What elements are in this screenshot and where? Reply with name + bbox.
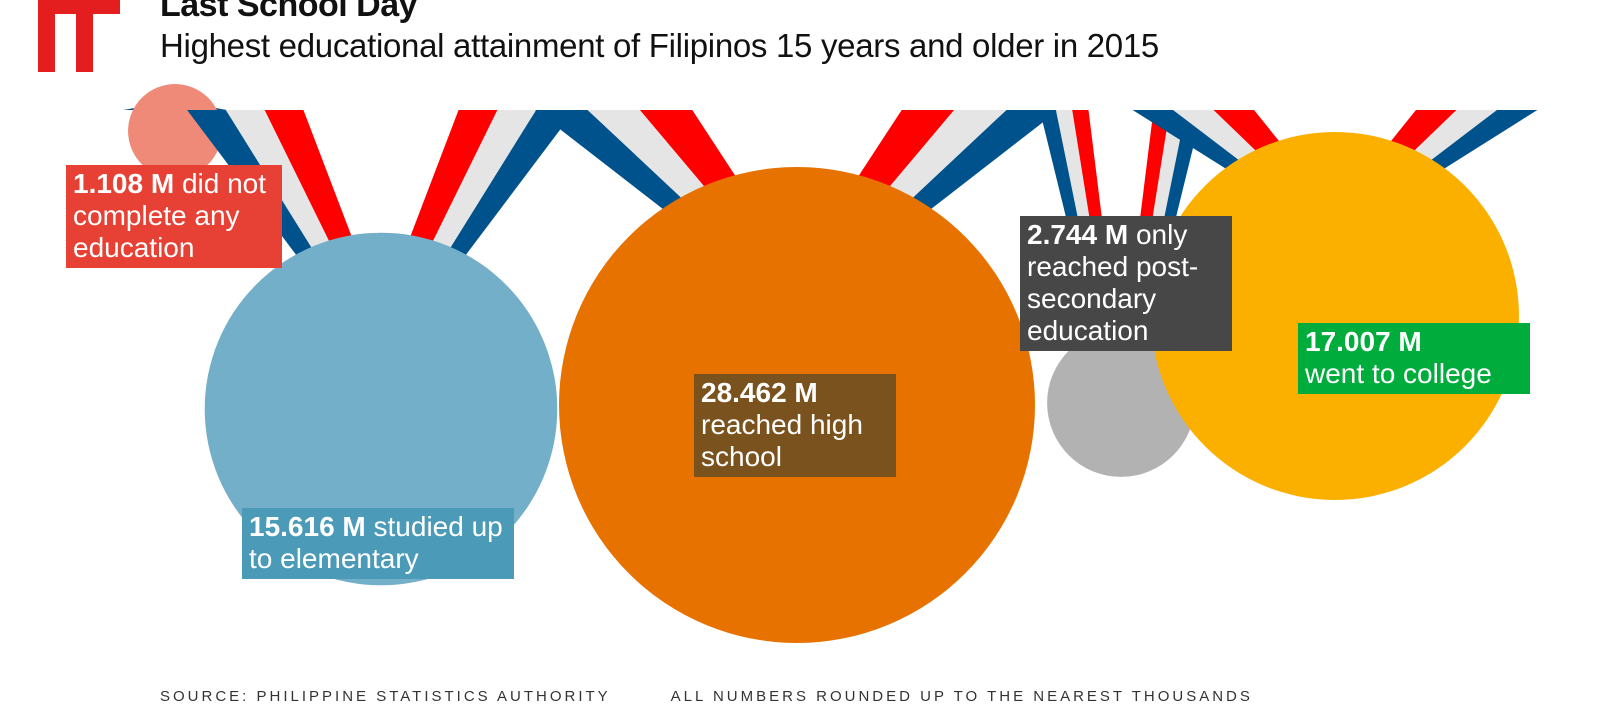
label-highschool: 28.462 M reached high school bbox=[694, 374, 896, 477]
medal-none bbox=[123, 84, 227, 178]
footer: SOURCE: PHILIPPINE STATISTICS AUTHORITY A… bbox=[160, 688, 1253, 705]
value-elementary: 15.616 M bbox=[249, 511, 366, 542]
medal-college bbox=[1132, 110, 1538, 500]
medal-disc-college bbox=[1151, 132, 1519, 500]
category-none: did not complete any education bbox=[73, 168, 267, 263]
chart-title: Last School Day bbox=[160, 0, 418, 24]
value-college: 17.007 M bbox=[1305, 326, 1422, 357]
label-elementary: 15.616 M studied up to elementary bbox=[242, 508, 514, 579]
category-college: went to college bbox=[1305, 358, 1492, 389]
brand-logo bbox=[38, 0, 120, 72]
chart-subtitle: Highest educational attainment of Filipi… bbox=[160, 27, 1159, 64]
category-highschool: reached high school bbox=[701, 409, 863, 472]
medal-disc-none bbox=[128, 84, 222, 178]
value-highschool: 28.462 M bbox=[701, 377, 818, 408]
category-elementary: studied up to elementary bbox=[249, 511, 503, 574]
footer-note: ALL NUMBERS ROUNDED UP TO THE NEAREST TH… bbox=[670, 688, 1253, 705]
label-college: 17.007 M went to college bbox=[1298, 323, 1530, 394]
value-none: 1.108 M bbox=[73, 168, 175, 199]
footer-source: SOURCE: PHILIPPINE STATISTICS AUTHORITY bbox=[160, 688, 611, 705]
medal-disc-postsecondary bbox=[1047, 329, 1195, 477]
value-postsecondary: 2.744 M bbox=[1027, 219, 1129, 250]
category-postsecondary: only reached post-secondary education bbox=[1027, 219, 1199, 346]
label-none: 1.108 M did not complete any education bbox=[66, 165, 282, 268]
label-postsecondary: 2.744 M only reached post-secondary educ… bbox=[1020, 216, 1232, 351]
medal-disc-elementary bbox=[204, 232, 558, 586]
medal-elementary bbox=[187, 110, 575, 586]
